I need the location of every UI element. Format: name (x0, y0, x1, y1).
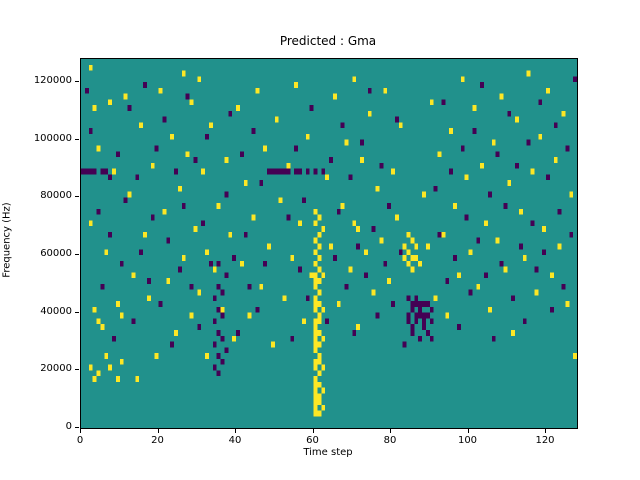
heatmap-canvas (81, 59, 577, 428)
x-tick-label: 120 (535, 435, 555, 446)
x-tick-label: 20 (151, 435, 164, 446)
x-tick-mark (235, 429, 236, 433)
y-tick-label: 120000 (33, 75, 72, 87)
x-tick-mark (467, 429, 469, 433)
chart-title: Predicted : Gma (279, 34, 377, 48)
x-tick-label: 80 (383, 435, 397, 446)
x-tick-label: 40 (228, 435, 242, 446)
x-tick-label: 100 (457, 435, 478, 446)
y-tick-mark (75, 138, 79, 140)
x-tick-mark (390, 429, 391, 433)
x-tick-label: 60 (306, 435, 319, 446)
y-tick-mark (75, 81, 79, 83)
y-tick-mark (75, 369, 79, 371)
y-tick-label: 60000 (40, 248, 72, 260)
y-tick-mark (75, 427, 79, 428)
y-tick-mark (75, 311, 79, 313)
x-tick-mark (545, 429, 546, 433)
y-tick-label: 40000 (40, 305, 72, 317)
y-tick-mark (75, 196, 79, 198)
y-tick-label: 80000 (40, 190, 72, 202)
y-tick-mark (75, 254, 79, 256)
y-tick-label: 20000 (40, 363, 72, 375)
plot-area (80, 58, 578, 429)
x-tick-label: 0 (76, 435, 84, 446)
y-tick-label: 100000 (33, 132, 72, 144)
x-tick-mark (157, 429, 159, 433)
x-tick-mark (80, 429, 81, 433)
y-axis-label: Frequency (Hz) (1, 202, 13, 278)
x-axis-label: Time step (303, 447, 353, 458)
x-tick-mark (312, 429, 314, 433)
y-tick-label: 0 (65, 421, 72, 432)
